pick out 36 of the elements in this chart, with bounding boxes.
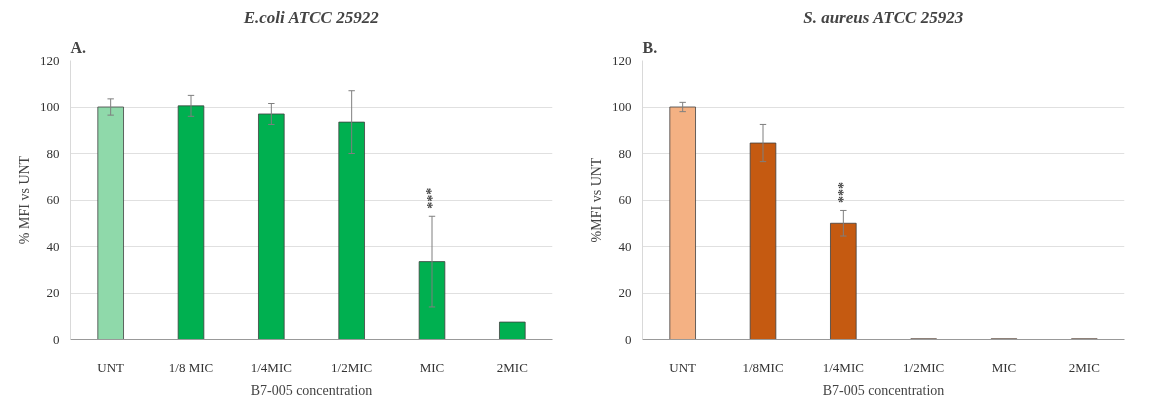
y-tick-label: 0 xyxy=(625,331,632,347)
text: A. xyxy=(70,38,87,56)
x-tick-label: 1/4MIC xyxy=(822,359,864,375)
y-tick-label: 120 xyxy=(40,52,60,68)
x-tick-label: 1/8 MIC xyxy=(168,359,214,375)
y-tick-label: 100 xyxy=(612,99,632,114)
x-tick-label: 2MIC xyxy=(1068,359,1100,375)
annotation: *** xyxy=(835,181,851,203)
x-axis-title: B7-005 concentration xyxy=(250,382,373,398)
x-axis-title: B7-005 concentration xyxy=(822,382,945,398)
x-tick-label: 1/4MIC xyxy=(250,359,292,375)
x-tick-label: MIC xyxy=(991,359,1017,375)
y-tick-label: 20 xyxy=(46,285,60,300)
y-tick-label: 60 xyxy=(46,192,60,207)
text: B. xyxy=(642,38,658,56)
y-tick-label: 80 xyxy=(618,145,632,161)
x-tick-label: 1/2MIC xyxy=(903,359,945,375)
x-tick-label: UNT xyxy=(97,359,125,375)
chart-title: S. aureus ATCC 25923 xyxy=(803,7,964,27)
annotation: *** xyxy=(424,187,440,209)
x-tick-label: MIC xyxy=(419,359,445,375)
y-axis-title: %MFI vs UNT xyxy=(589,157,604,243)
x-tick-label: 1/2MIC xyxy=(331,359,373,375)
x-tick-label: 1/8MIC xyxy=(742,359,784,375)
y-tick-label: 40 xyxy=(618,238,632,254)
y-tick-label: 0 xyxy=(53,331,60,347)
y-tick-label: 80 xyxy=(46,145,60,161)
chart-title: E.coli ATCC 25922 xyxy=(242,7,380,27)
y-tick-label: 100 xyxy=(40,99,60,114)
y-tick-label: 60 xyxy=(618,192,632,207)
y-axis-title: % MFI vs UNT xyxy=(17,155,32,245)
y-tick-label: 20 xyxy=(618,285,632,300)
y-tick-label: 120 xyxy=(612,52,632,68)
x-tick-label: UNT xyxy=(669,359,697,375)
x-tick-label: 2MIC xyxy=(496,359,528,375)
y-tick-label: 40 xyxy=(46,238,60,254)
